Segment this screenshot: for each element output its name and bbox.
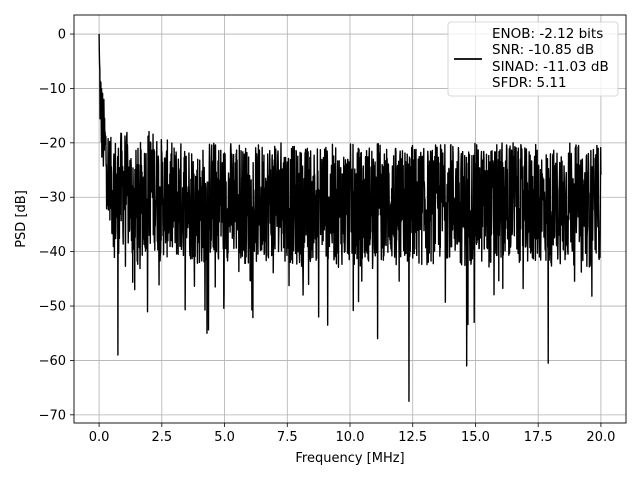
x-axis-label: Frequency [MHz]: [295, 451, 404, 466]
legend-line-2: SNR: -10.85 dB: [492, 42, 594, 58]
plot-area: [98, 34, 602, 402]
y-tick-label: −20: [39, 136, 66, 151]
y-tick-label: −70: [39, 408, 66, 423]
y-tick-label: −60: [39, 354, 66, 369]
x-tick-label: 15.0: [461, 430, 490, 445]
x-tick-label: 12.5: [398, 430, 427, 445]
x-tick-label: 17.5: [524, 430, 553, 445]
y-tick-label: −30: [39, 191, 66, 206]
x-tick-label: 5.0: [214, 430, 235, 445]
y-tick-label: −10: [39, 82, 66, 97]
y-tick-label: −40: [39, 245, 66, 260]
x-tick-label: 0.0: [89, 430, 110, 445]
y-ticks: 0 −10 −20 −30 −40 −50 −60 −70: [39, 28, 74, 423]
x-ticks: 0.0 2.5 5.0 7.5 10.0 12.5 15.0 17.5 20.0: [89, 423, 615, 445]
legend-box: [447, 21, 619, 97]
legend-line-3: SINAD: -11.03 dB: [492, 59, 609, 75]
legend: ENOB: -2.12 bits SNR: -10.85 dB SINAD: -…: [447, 21, 619, 97]
y-axis-label: PSD [dB]: [14, 190, 29, 248]
series-group: [98, 34, 602, 402]
x-tick-label: 10.0: [336, 430, 365, 445]
legend-line-1: ENOB: -2.12 bits: [492, 26, 603, 42]
x-tick-label: 7.5: [277, 430, 298, 445]
x-tick-label: 2.5: [151, 430, 172, 445]
y-tick-label: −50: [39, 300, 66, 315]
legend-line-4: SFDR: 5.11: [492, 75, 567, 91]
x-tick-label: 20.0: [586, 430, 615, 445]
y-tick-label: 0: [58, 28, 66, 43]
psd-series-line: [98, 34, 602, 402]
